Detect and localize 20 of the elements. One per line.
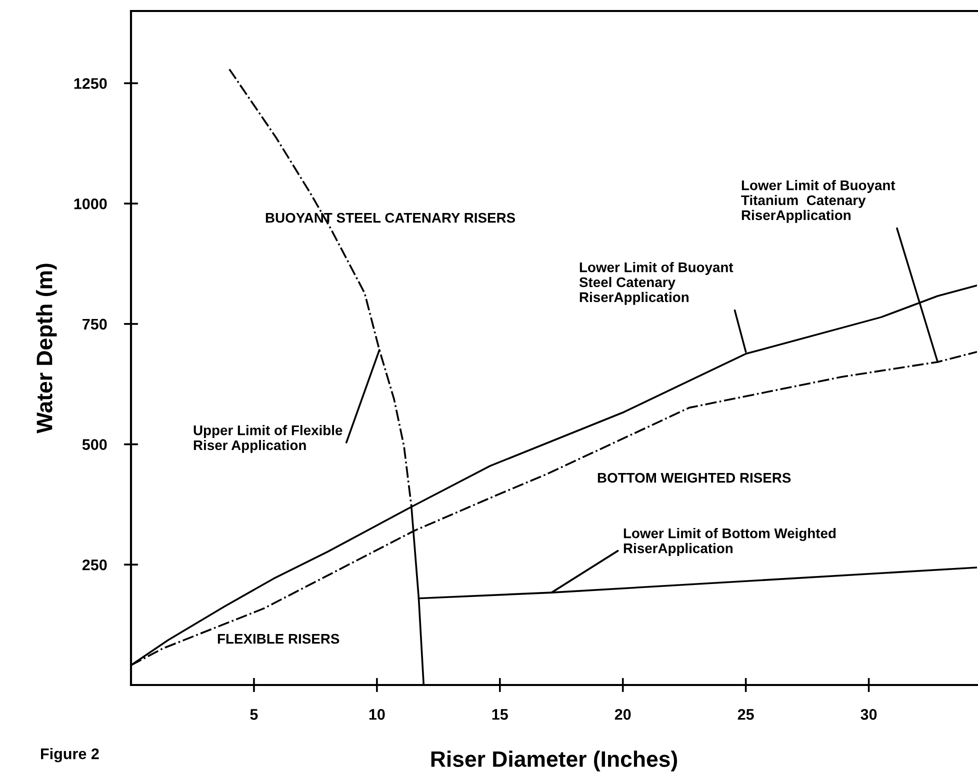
y-tick-label: 250 bbox=[82, 560, 107, 570]
caption: Figure 2 bbox=[41, 748, 99, 762]
y-tick-label: 1250 bbox=[74, 78, 107, 89]
annotation: BOTTOM WEIGHTED RISERS bbox=[598, 472, 791, 483]
x-axis-title: Riser Diameter (Inches) bbox=[431, 750, 678, 772]
annotation: Lower Limit of Buoyant Titanium Catenary RiserApplication bbox=[741, 180, 896, 223]
x-tick-label: 10 bbox=[369, 709, 385, 720]
y-tick-label: 1000 bbox=[74, 198, 107, 210]
y-axis-title: Water Depth (m) bbox=[36, 264, 57, 434]
x-tick-label: 15 bbox=[492, 709, 508, 720]
x-tick-label: 20 bbox=[614, 709, 631, 720]
x-tick-label: 25 bbox=[738, 709, 754, 720]
annotation: FLEXIBLE RISERS bbox=[218, 634, 340, 644]
x-tick-label: 5 bbox=[250, 709, 258, 720]
x-tick-label: 30 bbox=[860, 709, 877, 720]
y-tick-label: 750 bbox=[82, 318, 107, 330]
annotation: Upper Limit of Flexible Riser Application bbox=[194, 425, 342, 453]
annotation: Lower Limit of Bottom Weighted RiserApplication bbox=[624, 528, 836, 556]
annotation: Lower Limit of Buoyant Steel Catenary RiserApplication bbox=[579, 262, 734, 305]
y-tick-label: 500 bbox=[82, 439, 107, 450]
